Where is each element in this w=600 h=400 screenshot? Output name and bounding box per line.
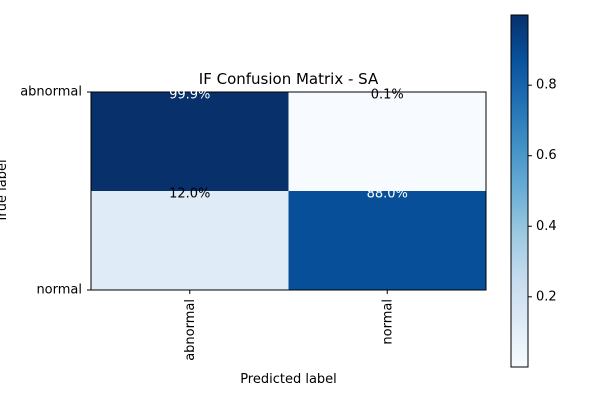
x-tick-label: normal [380, 299, 395, 345]
heatmap-cell-labels: 99.9% 0.1% 12.0% 88.0% [169, 88, 408, 202]
cell-value-label: 88.0% [367, 187, 408, 202]
heatmap-cells [91, 92, 486, 290]
cell-value-label: 12.0% [169, 187, 210, 202]
heatmap-cell [91, 191, 289, 290]
colorbar-ticks: 0.2 0.4 0.6 0.8 [528, 78, 557, 304]
colorbar [510, 14, 529, 368]
colorbar-tick-label: 0.2 [536, 289, 557, 304]
cell-value-label: 99.9% [169, 88, 210, 103]
x-tick-label: abnormal [183, 299, 198, 361]
colorbar-tick-label: 0.4 [536, 219, 557, 234]
colorbar-tick-label: 0.6 [536, 148, 557, 163]
y-axis-ticks: abnormal normal [20, 85, 91, 298]
y-tick-label: abnormal [20, 85, 82, 100]
y-axis-label: True label [0, 159, 10, 223]
heatmap-cell [288, 191, 486, 290]
plot-frame [90, 91, 487, 291]
heatmap-cell [91, 92, 289, 191]
chart-title: IF Confusion Matrix - SA [199, 70, 379, 88]
colorbar-tick-label: 0.8 [536, 78, 557, 93]
heatmap-cell [288, 92, 486, 191]
x-axis-label: Predicted label [240, 372, 337, 387]
y-tick-label: normal [36, 283, 82, 298]
x-axis-ticks: abnormal normal [183, 290, 395, 361]
cell-value-label: 0.1% [371, 88, 404, 103]
